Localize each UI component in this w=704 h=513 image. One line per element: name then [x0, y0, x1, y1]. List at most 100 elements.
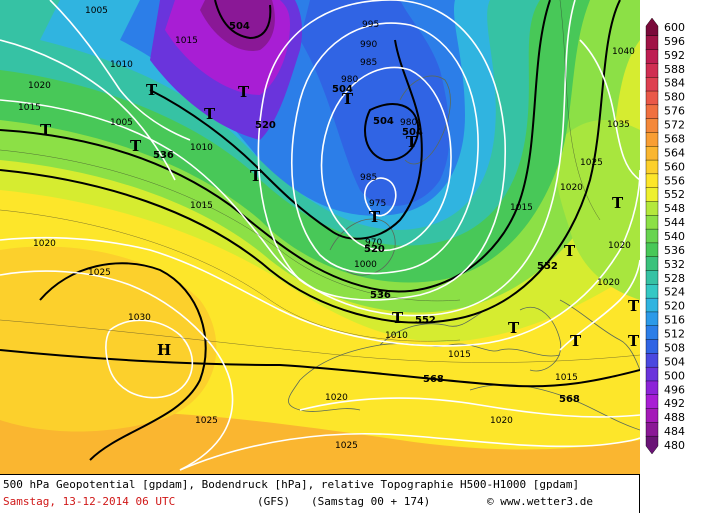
pressure-centers: T T T T T T T T T T T T T T T T H	[40, 81, 640, 359]
low-marker-7: T	[342, 90, 354, 108]
weather-map: 1005 1010 1015 1020 1025 1030 1035 1040 …	[0, 0, 640, 474]
legend-label: 596	[664, 35, 685, 48]
height-label-536-west: 536	[153, 150, 174, 161]
legend-swatch	[645, 311, 659, 327]
pressure-labels: 1005 1010 1015 1020 1025 1030 1035 1040 …	[18, 6, 635, 451]
pressure-label-980: 980	[341, 75, 358, 85]
height-contour-504b	[364, 103, 420, 162]
pressure-label-1030: 1030	[128, 313, 151, 323]
pressure-label-1020-ne: 1020	[560, 183, 583, 193]
legend-swatch	[645, 270, 659, 286]
pressure-label-970: 970	[365, 238, 382, 248]
isobar-1030-ne	[579, 39, 640, 181]
legend-label: 528	[664, 272, 685, 285]
height-contour-536	[0, 0, 551, 293]
isobar-1010-nw	[0, 39, 176, 181]
legend-swatches	[645, 17, 659, 455]
height-label-568-se: 568	[559, 394, 580, 405]
legend-label: 496	[664, 383, 685, 396]
pressure-label-1005: 1005	[85, 6, 108, 16]
legend-swatch	[645, 228, 659, 244]
pressure-label-990: 990	[360, 40, 377, 50]
low-marker-8: T	[406, 133, 418, 151]
height-contour-sw	[39, 262, 207, 461]
legend-swatch	[645, 90, 659, 106]
isobar-1020	[0, 169, 640, 347]
legend-label: 600	[664, 21, 685, 34]
low-marker-16: T	[628, 332, 640, 350]
pressure-label-1015-far-west: 1015	[18, 103, 41, 113]
color-legend: 6005965925885845805765725685645605565525…	[645, 17, 685, 455]
height-label-504-nw: 504	[229, 21, 250, 32]
height-labels: 504 504 504 504 520 520 536 536 552 552 …	[153, 21, 580, 405]
legend-swatch	[645, 104, 659, 120]
isobar-995	[291, 22, 479, 275]
low-marker-15: T	[570, 332, 582, 350]
height-label-520-center: 520	[364, 244, 385, 255]
legend-label: 588	[664, 63, 685, 76]
low-marker-10: T	[564, 242, 576, 260]
map-footer: 500 hPa Geopotential [gpdam], Bodendruck…	[0, 474, 640, 513]
fill-deepblue	[300, 0, 450, 207]
legend-swatch	[645, 63, 659, 78]
legend-label: 544	[664, 216, 685, 229]
height-label-536-south: 536	[370, 290, 391, 301]
legend-swatch	[645, 215, 659, 230]
pressure-label-980-east: 980	[400, 118, 417, 128]
legend-swatch	[645, 408, 659, 424]
isobar-1030	[105, 319, 194, 399]
height-contour-520	[149, 39, 423, 240]
legend-label: 584	[664, 77, 685, 90]
pressure-label-1020-south: 1020	[325, 393, 348, 403]
isobar-1025-south	[179, 433, 640, 471]
legend-label: 556	[664, 174, 685, 187]
pressure-label-1025: 1025	[88, 268, 111, 278]
height-label-568-south: 568	[423, 374, 444, 385]
legend-swatch	[645, 17, 659, 37]
legend-swatch	[645, 394, 659, 410]
legend-swatch	[645, 380, 659, 396]
footer-info-row: Samstag, 13-12-2014 06 UTC (GFS) (Samsta…	[3, 495, 637, 508]
pressure-label-1010-south: 1010	[385, 331, 408, 341]
low-marker-2: T	[204, 105, 216, 123]
legend-swatch	[645, 146, 659, 161]
legend-swatch	[645, 284, 659, 299]
pressure-label-1010: 1010	[110, 60, 133, 70]
legend-swatch	[645, 132, 659, 147]
pressure-label-985: 985	[360, 58, 377, 68]
legend-swatch	[645, 339, 659, 355]
legend-label: 540	[664, 230, 685, 243]
pressure-label-1010-mid: 1010	[190, 143, 213, 153]
legend-label: 552	[664, 188, 685, 201]
low-marker-3: T	[40, 121, 52, 139]
pressure-label-985-mid: 985	[360, 173, 377, 183]
legend-label: 572	[664, 119, 685, 132]
pressure-label-1015-east: 1015	[555, 373, 578, 383]
height-contour-568	[0, 349, 640, 388]
legend-swatch	[645, 173, 659, 189]
height-label-552-south: 552	[415, 315, 436, 326]
legend-label: 580	[664, 91, 685, 104]
height-contour-552	[0, 0, 621, 324]
low-marker-14: T	[508, 319, 520, 337]
low-marker-11: T	[612, 194, 624, 212]
isobar-1015-east	[559, 259, 640, 351]
legend-label: 576	[664, 105, 685, 118]
copyright-link[interactable]: © www.wetter3.de	[487, 495, 593, 508]
legend-swatch	[645, 35, 659, 51]
legend-label: 548	[664, 202, 685, 215]
legend-labels: 6005965925885845805765725685645605565525…	[664, 21, 685, 452]
legend-swatch	[645, 366, 659, 382]
legend-swatch	[645, 325, 659, 341]
height-label-520-north: 520	[255, 120, 276, 131]
legend-label: 564	[664, 146, 685, 159]
relative-topography-lines	[0, 0, 640, 363]
height-contours	[0, 0, 640, 461]
legend-swatch	[645, 118, 659, 134]
isobar-low-center	[364, 177, 397, 217]
isobar-1025-west	[0, 270, 234, 471]
legend-swatch	[645, 159, 659, 175]
height-label-504-east: 504	[373, 116, 394, 127]
legend-swatch	[645, 187, 659, 203]
legend-label: 484	[664, 425, 685, 438]
